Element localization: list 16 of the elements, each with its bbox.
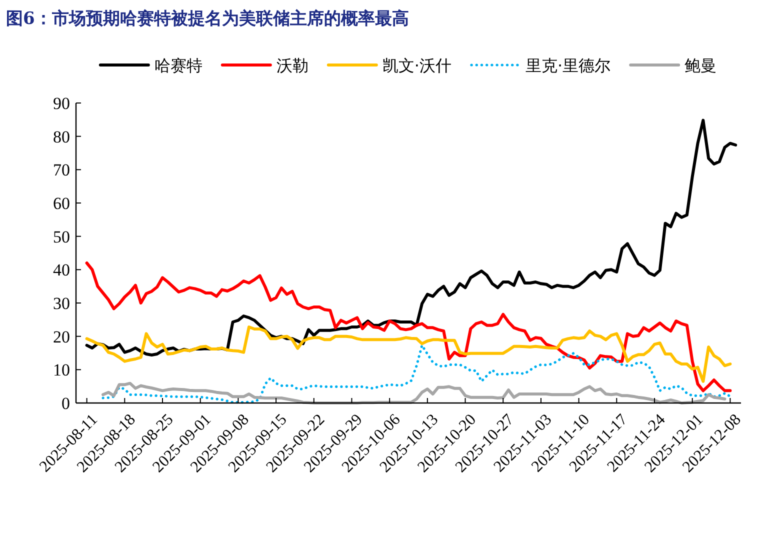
legend-label: 沃勒 (276, 56, 308, 75)
legend-label: 鲍曼 (684, 56, 717, 75)
y-tick-label: 80 (53, 127, 70, 146)
chart-title: 图6：市场预期哈赛特被提名为美联储主席的概率最高 (6, 9, 409, 29)
y-tick-label: 10 (53, 360, 70, 380)
y-tick-label: 40 (53, 260, 70, 280)
y-tick-label: 70 (53, 160, 70, 180)
y-tick-label: 30 (53, 294, 70, 313)
legend-label: 凯文·沃什 (382, 56, 452, 75)
y-tick-label: 0 (62, 394, 70, 413)
legend-label: 哈赛特 (154, 56, 202, 75)
y-tick-label: 90 (53, 94, 70, 113)
y-tick-label: 50 (53, 227, 70, 246)
legend-label: 里克·里德尔 (526, 56, 611, 75)
y-tick-label: 20 (53, 327, 70, 346)
y-tick-label: 60 (53, 194, 70, 213)
